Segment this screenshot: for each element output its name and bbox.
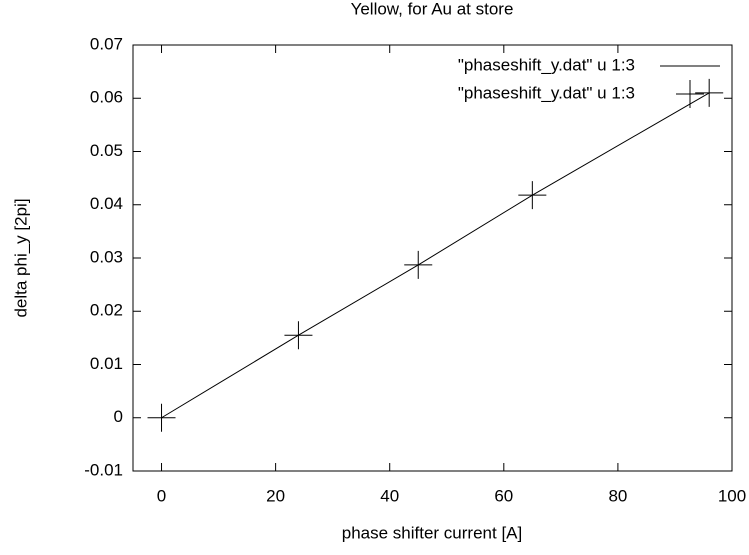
y-tick-label: 0.07	[90, 34, 123, 53]
data-point	[404, 250, 433, 279]
x-tick-label: 100	[718, 486, 746, 505]
y-axis-label: delta phi_y [2pi]	[11, 198, 30, 317]
y-tick-label: 0.04	[90, 194, 123, 213]
x-tick-label: 40	[380, 486, 399, 505]
chart-title: Yellow, for Au at store	[351, 0, 514, 18]
x-tick-label: 80	[608, 486, 627, 505]
y-tick-label: 0.02	[90, 301, 123, 320]
y-tick-label: 0.03	[90, 247, 123, 266]
x-tick-label: 20	[266, 486, 285, 505]
x-tick-label: 60	[494, 486, 513, 505]
data-point	[518, 181, 547, 210]
y-tick-label: 0.01	[90, 354, 123, 373]
legend-label: "phaseshift_y.dat" u 1:3	[458, 83, 635, 102]
plot-frame	[132, 44, 733, 472]
data-line	[161, 92, 710, 419]
data-point	[147, 403, 176, 432]
legend-marker	[676, 80, 704, 108]
data-point	[695, 78, 724, 107]
x-tick-label: 0	[157, 486, 166, 505]
data-point	[284, 321, 313, 350]
y-tick-label: 0.06	[90, 88, 123, 107]
legend-label: "phaseshift_y.dat" u 1:3	[458, 55, 635, 74]
y-tick-label: 0	[114, 407, 123, 426]
x-axis-label: phase shifter current [A]	[342, 523, 522, 542]
y-tick-label: -0.01	[84, 460, 123, 479]
y-tick-label: 0.05	[90, 141, 123, 160]
